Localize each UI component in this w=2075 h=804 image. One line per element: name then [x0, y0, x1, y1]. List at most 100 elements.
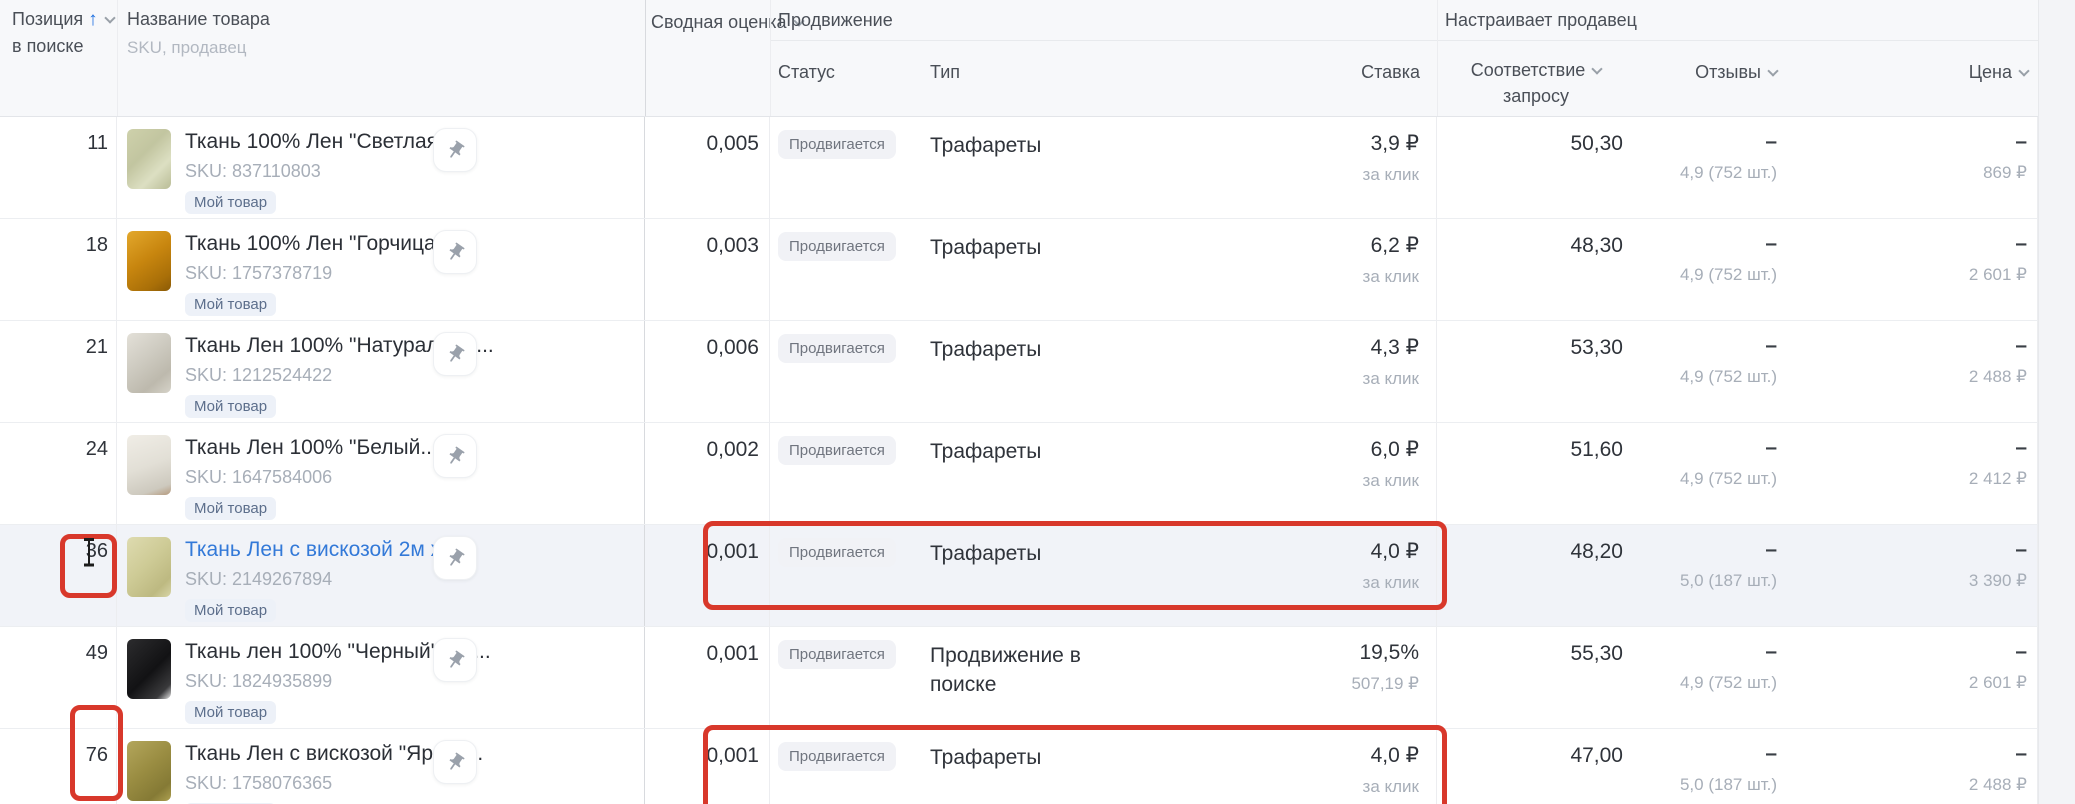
seller-group-header: Настраивает продавец: [1445, 10, 1637, 30]
product-image[interactable]: [127, 741, 171, 801]
pin-button[interactable]: [433, 434, 477, 478]
pushpin-icon: [448, 548, 464, 566]
rate-unit: за клик: [1362, 267, 1419, 286]
table-row[interactable]: 24 Ткань Лен 100% "Белый... SKU: 1647584…: [0, 423, 2075, 525]
status-badge: Продвигается: [778, 742, 896, 771]
product-cell: Ткань Лен 100% "Белый... SKU: 1647584006…: [117, 423, 645, 524]
rate-cell: 4,3 ₽ за клик: [1105, 321, 1437, 422]
table-row[interactable]: 11 Ткань 100% Лен "Светлая... SKU: 83711…: [0, 117, 2075, 219]
position-value: 18: [85, 234, 108, 256]
table-row[interactable]: 21 Ткань Лен 100% "Натуральны... SKU: 12…: [0, 321, 2075, 423]
table-row[interactable]: 76 Ткань Лен с вискозой "Яркий... SKU: 1…: [0, 705, 2075, 804]
product-cell: Ткань 100% Лен "Горчица"... SKU: 1757378…: [117, 219, 645, 320]
price-cell: – 2 601 ₽: [1805, 219, 2038, 320]
rate-unit: за клик: [1362, 369, 1419, 388]
product-image[interactable]: [127, 231, 171, 291]
promo-type-value: Трафареты: [930, 338, 1042, 361]
type-cell: Трафареты: [925, 525, 1105, 626]
chevron-down-icon: [1591, 63, 1603, 75]
product-name[interactable]: Ткань Лен 100% "Белый...: [185, 436, 438, 459]
reviews-main-value: –: [1765, 436, 1777, 459]
product-cell: Ткань лен 100% "Черный" 1,5... SKU: 1824…: [117, 627, 645, 728]
product-name[interactable]: Ткань 100% Лен "Горчица"...: [185, 232, 461, 255]
relevance-column-header[interactable]: Соответствие запросу: [1437, 57, 1635, 109]
price-cell: – 2 601 ₽: [1805, 627, 2038, 728]
pin-button[interactable]: [433, 230, 477, 274]
price-main-value: –: [2015, 538, 2027, 561]
pin-button[interactable]: [433, 536, 477, 580]
product-image[interactable]: [127, 333, 171, 393]
position-value: 21: [85, 336, 108, 358]
product-image[interactable]: [127, 639, 171, 699]
product-column-header: Название товара: [127, 9, 270, 29]
product-sku: SKU: 1758076365: [185, 773, 333, 793]
score-value: 0,001: [706, 744, 759, 767]
product-name[interactable]: Ткань Лен 100% "Натуральны...: [185, 334, 494, 357]
product-name[interactable]: Ткань 100% Лен "Светлая...: [185, 130, 456, 153]
type-column-header: Тип: [930, 62, 961, 82]
reviews-column-header[interactable]: Отзывы: [1655, 62, 1779, 83]
position-cell: 18: [0, 219, 117, 320]
product-name[interactable]: Ткань Лен с вискозой 2м х...: [185, 538, 459, 561]
promotion-group-header: Продвижение: [778, 10, 893, 30]
pin-button[interactable]: [433, 128, 477, 172]
product-cell: Ткань Лен 100% "Натуральны... SKU: 12125…: [117, 321, 645, 422]
score-value: 0,006: [706, 336, 759, 359]
score-cell: 0,003: [645, 219, 770, 320]
product-image[interactable]: [127, 537, 171, 597]
type-cell: Трафареты: [925, 423, 1105, 524]
reviews-sub-value: 4,9 (752 шт.): [1679, 367, 1777, 386]
pin-button[interactable]: [433, 638, 477, 682]
pin-button[interactable]: [433, 740, 477, 784]
reviews-main-value: –: [1765, 742, 1777, 765]
table-row[interactable]: 18 Ткань 100% Лен "Горчица"... SKU: 1757…: [0, 219, 2075, 321]
sort-ascending-icon: ↑: [88, 9, 98, 30]
table-row[interactable]: 49 Ткань лен 100% "Черный" 1,5... SKU: 1…: [0, 627, 2075, 729]
reviews-main-value: –: [1765, 334, 1777, 357]
rate-column-header: Ставка: [1361, 62, 1420, 82]
table-body: 11 Ткань 100% Лен "Светлая... SKU: 83711…: [0, 117, 2075, 804]
status-badge: Продвигается: [778, 130, 896, 159]
product-column-subheader: SKU, продавец: [127, 38, 247, 57]
table-row[interactable]: 36 Ткань Лен с вискозой 2м х... SKU: 214…: [0, 521, 2075, 627]
price-header-label: Цена: [1968, 62, 2012, 82]
price-column-header[interactable]: Цена: [1805, 62, 2030, 83]
relevance-cell: 48,30: [1437, 219, 1655, 320]
status-cell: Продвигается: [770, 219, 925, 320]
product-image[interactable]: [127, 435, 171, 495]
position-value: 76: [85, 744, 108, 766]
rate-cell: 3,9 ₽ за клик: [1105, 117, 1437, 218]
pushpin-icon: [448, 140, 464, 158]
reviews-main-value: –: [1765, 232, 1777, 255]
type-cell: Трафареты: [925, 219, 1105, 320]
my-product-badge: Мой товар: [185, 701, 277, 724]
pin-button[interactable]: [433, 332, 477, 376]
rate-cell: 6,2 ₽ за клик: [1105, 219, 1437, 320]
score-value: 0,003: [706, 234, 759, 257]
chevron-down-icon: [1767, 65, 1779, 77]
product-cell: Ткань 100% Лен "Светлая... SKU: 83711080…: [117, 117, 645, 218]
relevance-header-line2: запросу: [1502, 86, 1570, 106]
position-column-header[interactable]: Позиция ↑: [12, 9, 116, 31]
reviews-cell: – 4,9 (752 шт.): [1655, 117, 1805, 218]
product-sku: SKU: 837110803: [185, 161, 321, 181]
product-image[interactable]: [127, 129, 171, 189]
relevance-cell: 53,30: [1437, 321, 1655, 422]
status-cell: Продвигается: [770, 729, 925, 804]
relevance-value: 53,30: [1570, 336, 1623, 359]
column-divider: [117, 0, 118, 116]
relevance-value: 48,20: [1570, 540, 1623, 563]
status-badge: Продвигается: [778, 640, 896, 669]
product-name[interactable]: Ткань лен 100% "Черный" 1,5...: [185, 640, 491, 663]
rate-unit: за клик: [1362, 777, 1419, 796]
reviews-sub-value: 5,0 (187 шт.): [1679, 571, 1777, 590]
status-badge: Продвигается: [778, 436, 896, 465]
price-main-value: –: [2015, 640, 2027, 663]
score-column-header[interactable]: Сводная оценка: [651, 12, 805, 33]
product-name[interactable]: Ткань Лен с вискозой "Яркий...: [185, 742, 484, 765]
position-cell: 21: [0, 321, 117, 422]
status-cell: Продвигается: [770, 117, 925, 218]
relevance-cell: 48,20: [1437, 525, 1655, 626]
price-main-value: –: [2015, 232, 2027, 255]
